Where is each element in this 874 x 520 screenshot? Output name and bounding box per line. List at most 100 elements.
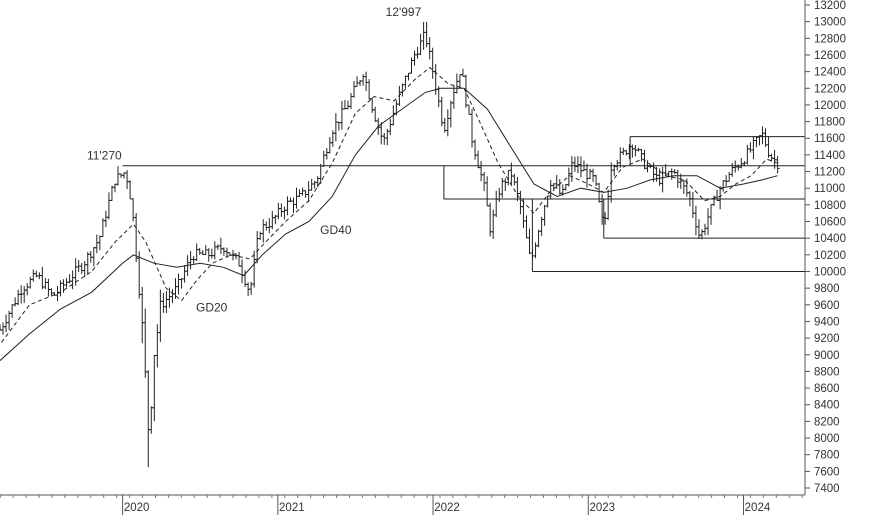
y-tick-label: 10000 [814, 266, 846, 278]
price-bar [355, 76, 360, 88]
price-bar [276, 202, 281, 220]
price-bar [415, 46, 420, 59]
price-bar [584, 163, 589, 188]
price-bar [760, 126, 765, 145]
price-bar [412, 50, 417, 66]
price-bar [527, 228, 532, 255]
price-bar [633, 145, 638, 157]
price-bar [439, 97, 444, 127]
price-bar [524, 215, 529, 239]
price-bar [690, 192, 695, 219]
price-bar [125, 170, 130, 190]
y-tick-label: 13200 [814, 0, 846, 12]
annotation-label: 12'997 [386, 5, 422, 19]
price-bar [693, 205, 698, 236]
price-bar [451, 85, 456, 109]
price-bar [306, 180, 311, 203]
price-bar [512, 174, 517, 186]
price-bar [418, 33, 423, 55]
price-bar [606, 189, 611, 220]
price-bar [197, 248, 202, 255]
price-bar [445, 109, 450, 137]
price-bar [161, 292, 166, 313]
price-bar [669, 168, 674, 180]
x-tick-label: 2022 [434, 502, 460, 514]
y-tick-label: 11800 [814, 117, 845, 129]
price-bar [167, 287, 172, 308]
support-resistance-lines [122, 136, 805, 272]
price-bar [718, 185, 723, 210]
price-bar [530, 248, 535, 260]
price-bar [557, 179, 562, 195]
y-tick-label: 12000 [814, 100, 846, 112]
price-bar [49, 288, 54, 296]
y-tick-label: 8400 [814, 400, 840, 412]
price-bar [566, 167, 571, 187]
price-bar [521, 198, 526, 228]
price-bar [706, 208, 711, 236]
y-tick-label: 13000 [814, 17, 846, 29]
price-bar [542, 205, 547, 226]
price-bar [748, 142, 753, 153]
price-bar [503, 178, 508, 192]
price-bar [345, 100, 350, 110]
price-bar [67, 274, 72, 284]
price-bar [267, 218, 272, 234]
price-bar [721, 180, 726, 192]
y-tick-label: 12600 [814, 50, 846, 62]
price-bar [82, 261, 87, 277]
price-bar [106, 192, 111, 220]
price-bar [709, 204, 714, 225]
price-bar [146, 370, 151, 468]
y-tick-label: 11400 [814, 150, 845, 162]
price-bar [170, 289, 175, 304]
price-bar [112, 183, 117, 193]
price-bar [518, 190, 523, 215]
annotation-label: GD20 [196, 300, 228, 314]
y-tick-label: 9400 [814, 316, 840, 328]
annotations: 12'997 11'270 GD40 GD20 [87, 5, 422, 315]
price-bar [751, 136, 756, 160]
price-bar [364, 71, 369, 92]
price-bar [624, 149, 629, 156]
y-tick-label: 8800 [814, 366, 840, 378]
y-tick-label: 12200 [814, 83, 846, 95]
price-bar [158, 289, 163, 342]
price-bar [324, 148, 329, 160]
x-tick-label: 2024 [745, 502, 771, 514]
price-bar [370, 97, 375, 113]
price-bar [739, 158, 744, 169]
price-bar [43, 278, 48, 290]
price-bar [61, 279, 66, 293]
axes: 7400 7600 7800 8000 8200 8400 8600 8800 9000 9200… [0, 0, 846, 515]
y-tick-label: 10600 [814, 217, 846, 229]
price-bar [473, 139, 478, 160]
price-bar [103, 210, 108, 228]
price-bar [91, 246, 96, 267]
price-bar [282, 206, 287, 220]
price-bar [1, 322, 6, 335]
price-bar [97, 235, 102, 251]
price-bar [578, 156, 583, 178]
price-bar [28, 276, 33, 289]
price-bar [724, 175, 729, 187]
y-tick-label: 7400 [814, 483, 840, 495]
price-bar [630, 144, 635, 158]
price-bar [336, 121, 341, 131]
price-bar [240, 259, 245, 284]
price-bar [403, 75, 408, 89]
price-bar [70, 270, 75, 290]
y-tick-label: 12400 [814, 67, 846, 79]
price-bar [31, 269, 36, 282]
price-bar [182, 265, 187, 283]
y-tick-label: 11000 [814, 183, 845, 195]
price-bar [315, 176, 320, 188]
x-tick-label: 2021 [279, 502, 305, 514]
price-bar [536, 229, 541, 248]
price-bar [754, 136, 759, 148]
y-tick-label: 11200 [814, 167, 845, 179]
price-bar [152, 354, 157, 422]
price-bar [348, 92, 353, 110]
gd20-line [1, 66, 778, 343]
price-bar [763, 128, 768, 147]
